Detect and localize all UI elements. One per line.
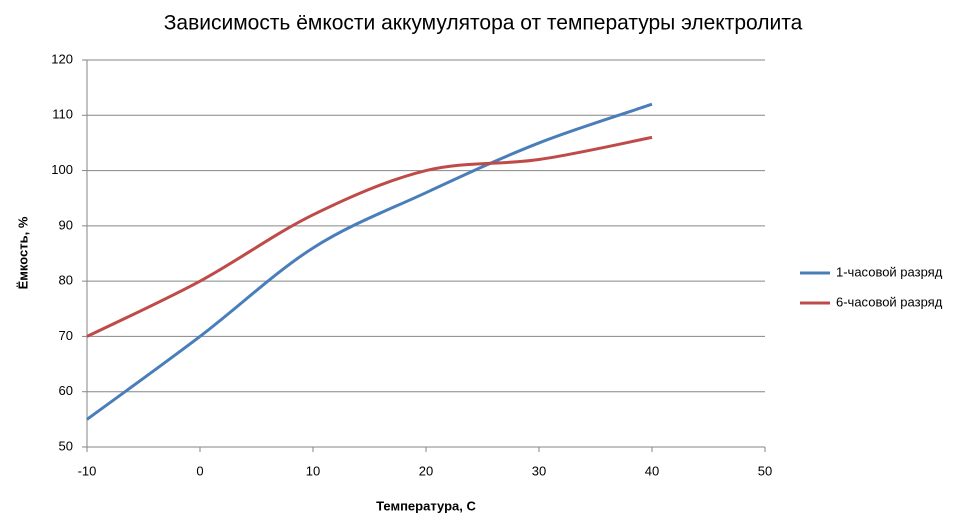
x-tick-label: -10 [78,463,97,478]
x-tick-label: 50 [758,463,772,478]
x-tick-label: 10 [306,463,320,478]
y-tick-label: 50 [59,438,73,453]
y-tick-label: 80 [59,273,73,288]
y-tick-label: 90 [59,217,73,232]
y-tick-label: 60 [59,383,73,398]
x-tick-label: 30 [532,463,546,478]
y-tick-label: 120 [51,51,73,66]
x-tick-label: 40 [645,463,659,478]
x-axis-title: Температура, C [376,498,476,513]
series-line [86,102,653,421]
x-tick-label: 20 [419,463,433,478]
y-tick-label: 110 [52,107,73,122]
y-tick-label: 100 [51,162,73,177]
y-axis-title: Ёмкость, % [15,216,30,289]
chart-title: Зависимость ёмкости аккумулятора от темп… [164,12,803,35]
legend-label: 6-часовой разряд [836,294,943,309]
series-line [86,135,653,338]
y-tick-label: 70 [59,328,73,343]
x-tick-label: 0 [196,463,203,478]
legend-label: 1-часовой разряд [836,264,943,279]
